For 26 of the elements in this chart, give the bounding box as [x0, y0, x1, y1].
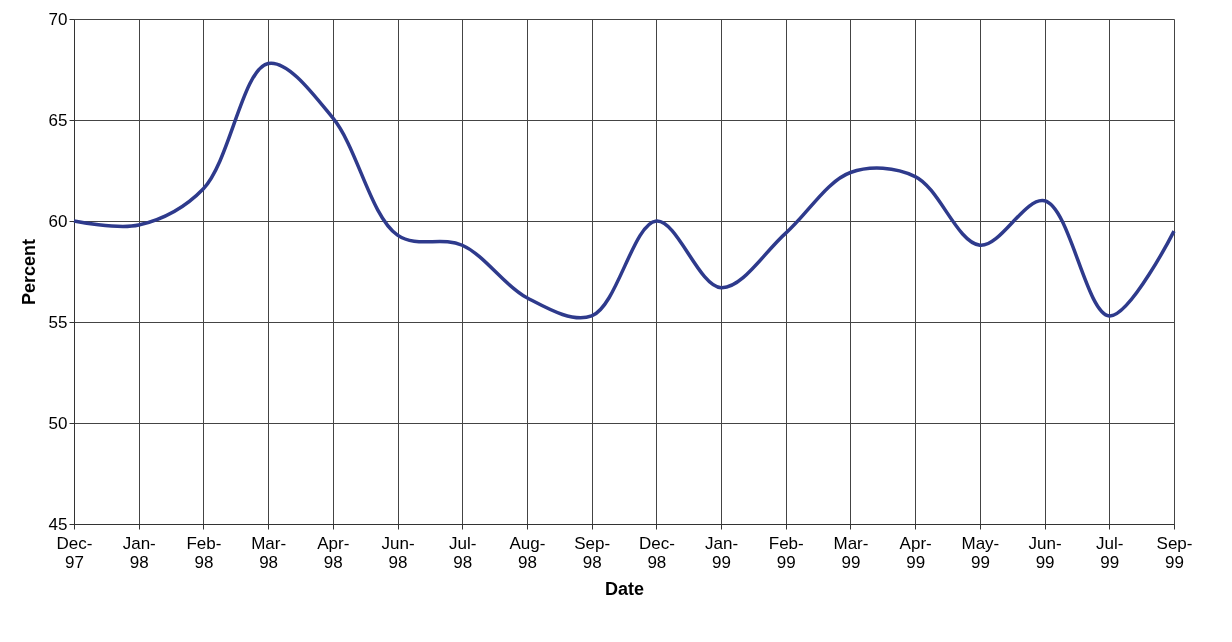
x-tick-label: May-99: [961, 533, 1000, 572]
x-tick-label: Jul-98: [449, 533, 477, 572]
x-tick-label: Mar-99: [833, 533, 869, 572]
x-tick-label: Jun-99: [1028, 533, 1062, 572]
y-tick-label: 65: [48, 110, 68, 130]
x-tick-label: Jan-98: [122, 533, 156, 572]
y-tick-label: 70: [48, 9, 68, 29]
y-tick-label: 50: [48, 413, 68, 433]
y-tick-label: 45: [48, 514, 68, 534]
x-tick-label: Jun-98: [381, 533, 415, 572]
x-axis-title: Date: [604, 578, 645, 599]
x-tick-label: Jul-99: [1096, 533, 1124, 572]
x-tick-label: Mar-98: [251, 533, 287, 572]
x-tick-label: Apr-98: [317, 533, 350, 572]
x-tick-label: Jan-99: [705, 533, 739, 572]
y-axis-title: Percent: [18, 238, 39, 306]
x-tick-label: Dec-98: [638, 533, 675, 572]
x-tick-label: Apr-99: [899, 533, 932, 572]
y-tick-label: 55: [48, 312, 68, 332]
x-tick-label: Sep-98: [574, 533, 611, 572]
x-tick-label: Feb-99: [768, 533, 804, 572]
y-tick-label: 60: [48, 211, 68, 231]
x-tick-label: Sep-99: [1156, 533, 1193, 572]
x-tick-label: Dec-97: [56, 533, 93, 572]
x-tick-label: Aug-98: [509, 533, 546, 572]
x-tick-label: Feb-98: [186, 533, 222, 572]
